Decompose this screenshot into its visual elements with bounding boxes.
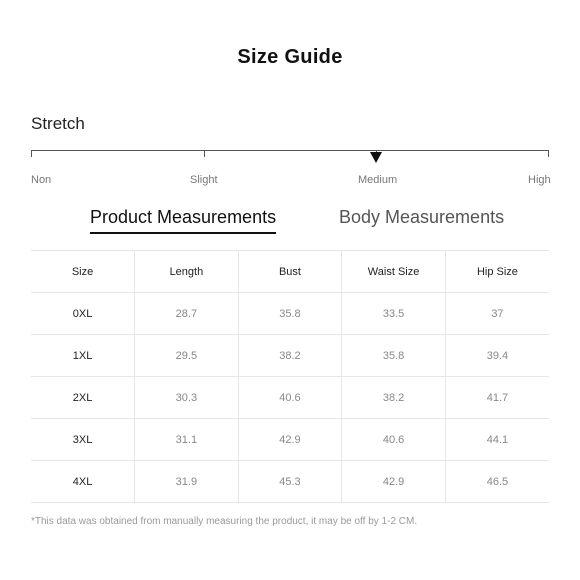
bust-cell: 40.6	[237, 376, 342, 419]
table-row: 1XL 29.5 38.2 35.8 39.4	[31, 334, 549, 377]
page-title: Size Guide	[237, 46, 343, 68]
table-row: 4XL 31.9 45.3 42.9 46.5	[31, 460, 549, 503]
hip-cell: 41.7	[444, 376, 549, 419]
column-header-size: Size	[31, 250, 135, 293]
stretch-level-medium: Medium	[358, 174, 398, 186]
hip-cell: 44.1	[444, 418, 549, 461]
column-header-waist-size: Waist Size	[341, 250, 446, 293]
bust-cell: 45.3	[237, 460, 342, 503]
column-header-hip-size: Hip Size	[444, 250, 549, 293]
length-cell: 28.7	[134, 292, 239, 335]
waist-cell: 40.6	[341, 418, 446, 461]
waist-cell: 42.9	[341, 460, 446, 503]
stretch-indicator-icon	[370, 152, 382, 163]
measurement-disclaimer: *This data was obtained from manually me…	[31, 516, 418, 527]
bust-cell: 35.8	[237, 292, 342, 335]
table-header-row: Size Length Bust Waist Size Hip Size	[31, 250, 549, 293]
table-row: 2XL 30.3 40.6 38.2 41.7	[31, 376, 549, 419]
hip-cell: 37	[444, 292, 549, 335]
stretch-label: Stretch	[31, 114, 85, 133]
stretch-tick-non	[31, 150, 32, 157]
stretch-tick-high	[548, 150, 549, 157]
size-cell: 3XL	[31, 418, 135, 461]
size-cell: 2XL	[31, 376, 135, 419]
length-cell: 31.1	[134, 418, 239, 461]
stretch-scale-line	[31, 150, 549, 151]
table-row: 0XL 28.7 35.8 33.5 37	[31, 292, 549, 335]
stretch-level-non: Non	[31, 174, 52, 186]
hip-cell: 46.5	[444, 460, 549, 503]
length-cell: 31.9	[134, 460, 239, 503]
column-header-length: Length	[134, 250, 239, 293]
stretch-level-high: High	[528, 174, 551, 186]
length-cell: 30.3	[134, 376, 239, 419]
stretch-scale	[31, 150, 549, 163]
table-row: 3XL 31.1 42.9 40.6 44.1	[31, 418, 549, 461]
length-cell: 29.5	[134, 334, 239, 377]
waist-cell: 35.8	[341, 334, 446, 377]
stretch-tick-slight	[204, 150, 205, 157]
size-table: Size Length Bust Waist Size Hip Size 0XL…	[31, 250, 549, 503]
waist-cell: 33.5	[341, 292, 446, 335]
size-cell: 1XL	[31, 334, 135, 377]
waist-cell: 38.2	[341, 376, 446, 419]
size-cell: 4XL	[31, 460, 135, 503]
bust-cell: 38.2	[237, 334, 342, 377]
size-cell: 0XL	[31, 292, 135, 335]
stretch-level-slight: Slight	[190, 174, 218, 186]
tab-product-measurements[interactable]: Product Measurements	[90, 207, 277, 234]
column-header-bust: Bust	[237, 250, 342, 293]
bust-cell: 42.9	[237, 418, 342, 461]
hip-cell: 39.4	[444, 334, 549, 377]
tab-body-measurements[interactable]: Body Measurements	[339, 207, 505, 227]
